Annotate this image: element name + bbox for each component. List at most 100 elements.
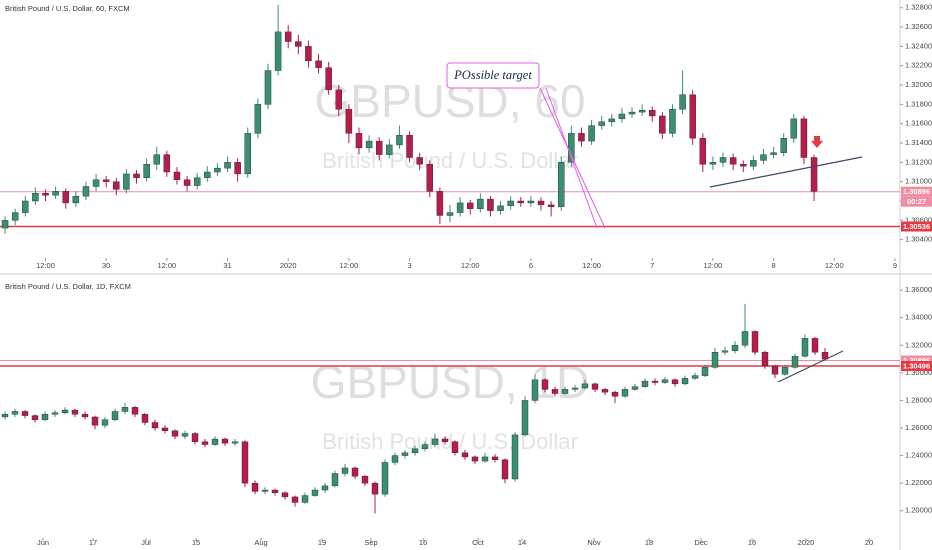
y-tick-label: 1.20000 [905,506,932,515]
candle-body [386,144,393,155]
candle-body [274,31,282,71]
candle-body [251,482,259,492]
candle-body [315,60,322,68]
x-tick-label: 18 [645,538,653,547]
candle-body [341,467,349,474]
candle-body [254,104,262,134]
candle-body [699,137,707,165]
candle-body [325,67,332,91]
candle-body [281,492,289,498]
candle-body [781,367,789,375]
candle-body [701,367,709,376]
candle-body [446,212,454,216]
candle-body [491,456,499,460]
candle-body [301,495,309,503]
candle-body [173,171,181,180]
x-tick-label: Jun [37,538,49,547]
candle-body [271,489,279,493]
candle-body [355,133,363,149]
candle-body [421,444,429,449]
candle-body [611,391,619,397]
candle-body [461,452,469,458]
candle-body [780,137,787,153]
x-tick-label: 12:00 [582,261,601,270]
candle-body [123,173,130,190]
candle-body [618,113,626,120]
candle-body [760,154,767,161]
candle-body [456,202,464,213]
x-tick-label: Jul [141,538,151,547]
candles [1,4,829,514]
candle-body [671,379,679,385]
candle-body [487,198,494,211]
candle-body [82,186,90,197]
candle-body [183,179,191,186]
candle-body [391,455,399,463]
candle-body [231,441,239,444]
callout-box [446,62,540,89]
y-tick-label: 1.31400 [905,138,932,147]
x-tick-label: Oct [472,538,485,547]
candle-body [71,409,79,415]
candle-body [321,485,329,491]
candle-body [721,350,729,353]
x-tick-label: 17 [89,538,97,547]
candle-body [335,89,342,110]
watermark-subtitle: British Pound / U.S. Dollar [322,429,578,454]
candle-body [101,419,109,426]
x-tick-label: 7 [650,261,654,270]
candle-body [121,407,129,412]
candle-body [406,135,413,158]
x-tick-label: Sep [364,538,377,547]
chart-title: British Pound / U.S. Dollar, 1D, FXCM [5,282,131,291]
candle-body [761,351,769,367]
candle-body [471,456,479,462]
candle-body [52,191,59,196]
candle-body [547,204,555,207]
candle-body [401,452,409,456]
candle-body [581,383,589,389]
candle-body [608,118,616,122]
candle-body [537,200,545,206]
candle-body [711,351,719,368]
y-tick-label: 1.30400 [905,235,932,244]
candle-body [481,456,489,462]
candle-body [531,379,539,401]
candle-body [371,482,379,495]
y-tick-label: 1.26000 [905,423,932,432]
candle-body [221,438,229,444]
candle-body [201,441,209,445]
x-tick-label: 2020 [280,261,297,270]
candle-body [92,179,100,187]
candle-body [669,108,676,134]
price-label-box [901,186,932,197]
y-tick-label: 1.32000 [905,80,932,89]
price-label: 1.30536 [903,222,930,231]
y-tick-label: 1.32400 [905,41,932,50]
y-tick-label: 1.32600 [905,22,932,31]
x-tick-label: 12:00 [36,261,55,270]
y-tick-label: 1.31600 [905,119,932,128]
price-lines [0,191,900,367]
y-tick-label: 1.32000 [905,340,932,349]
candle-body [411,448,419,454]
candle-body [41,414,49,420]
x-tick-label: 12:00 [825,261,844,270]
candle-body [750,160,757,167]
candle-body [681,378,689,385]
candle-body [211,438,219,445]
candle-body [790,118,798,139]
candle-body [234,162,241,175]
candle-body [111,411,119,420]
y-tick-label: 1.34000 [905,313,932,322]
x-tick-label: 31 [223,261,231,270]
x-tick-label: Aug [254,538,267,547]
candle-body [191,433,199,442]
y-tick-label: 1.36000 [905,285,932,294]
candle-body [42,193,49,196]
candle-body [729,157,737,165]
candle-body [507,200,514,207]
candle-body [153,154,160,165]
